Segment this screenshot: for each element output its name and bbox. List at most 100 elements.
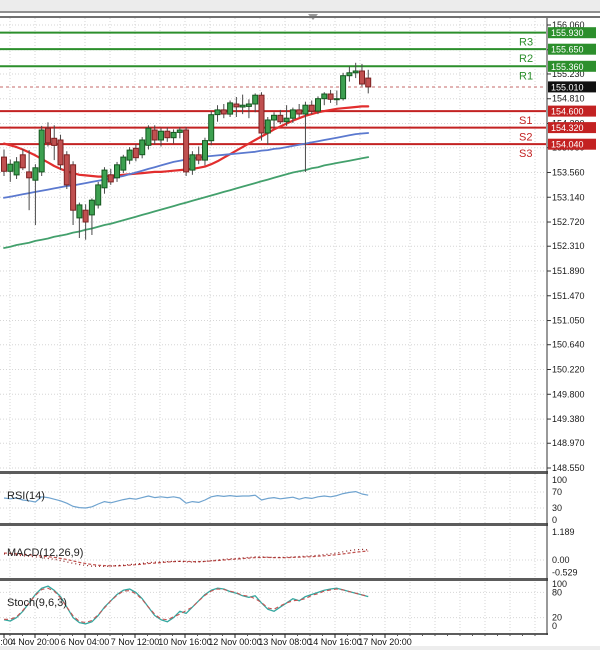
price-badge-current-text: 155.010 [551, 82, 584, 92]
candle [302, 101, 309, 172]
price-badge-current [548, 81, 596, 93]
candle-body-bull [145, 127, 152, 146]
panel-separator [0, 633, 600, 635]
candle [164, 127, 171, 142]
macd-indicator-label: MACD(12,26,9) [7, 547, 84, 559]
candle [277, 109, 284, 125]
time-axis-label: 13 Nov 08:00 [258, 637, 312, 647]
price-badge-r3-text: 155.930 [551, 28, 584, 38]
pivot-label-r1: R1 [519, 70, 533, 82]
price-badge-r1 [548, 60, 596, 72]
candle-body-bull [158, 130, 164, 141]
candle-body-bull [352, 70, 359, 74]
rsi-indicator-label: RSI(14) [7, 490, 45, 502]
stoch-indicator-label: Stoch(9,6,3) [7, 597, 67, 609]
candle-body-bull [126, 149, 133, 161]
price-badge-r1-text: 155.360 [551, 62, 584, 72]
macd-scale-label: 0.00 [552, 555, 570, 565]
candle [308, 100, 315, 115]
panel-separator [0, 523, 600, 526]
candle [352, 62, 359, 79]
candle-body-bear [327, 93, 334, 100]
candle [170, 129, 177, 144]
candle [289, 107, 296, 123]
candle-body-bear [258, 94, 265, 134]
candle [132, 144, 139, 162]
price-tick-label: 148.550 [552, 463, 585, 473]
price-badge-s3 [548, 138, 596, 150]
candle-body-bull [32, 167, 39, 181]
stoch-scale-label: 80 [552, 587, 562, 597]
candle [139, 137, 146, 159]
time-axis-label: 7 Nov 12:00 [111, 637, 160, 647]
candle [19, 148, 26, 171]
window-top-strip [0, 0, 600, 13]
candle [359, 63, 365, 87]
candle [145, 125, 152, 150]
candle [101, 167, 108, 194]
candle-body-bull [176, 129, 183, 133]
candle [7, 159, 14, 182]
pivot-label-r3: R3 [519, 37, 533, 49]
candle [82, 204, 89, 240]
macd-main-line [3, 548, 369, 567]
candle [208, 111, 215, 146]
stoch-scale-label: 20 [552, 613, 562, 623]
rsi-scale-label: 0 [552, 515, 557, 525]
candle-body-bull [227, 102, 234, 115]
candle-body-bull [321, 93, 328, 100]
chart-top-border [0, 16, 600, 18]
candle [333, 90, 340, 106]
candle-body-bear [296, 109, 303, 115]
pivot-label-s3: S3 [519, 148, 532, 160]
candle [183, 127, 190, 176]
candle-body-bear [63, 154, 70, 186]
candle [327, 89, 334, 103]
candle-body-bull [7, 163, 14, 172]
candle-body-bear [82, 209, 89, 223]
candle [271, 112, 277, 129]
candle-body-bull [101, 169, 108, 189]
candle [189, 151, 196, 175]
price-tick-label: 154.810 [552, 94, 585, 104]
candle [38, 125, 45, 176]
candle-body-bull [38, 129, 45, 173]
candle-body-bear [1, 156, 7, 172]
pivot-label-r2: R2 [519, 53, 533, 65]
time-axis[interactable]: 2:004 Nov 20:006 Nov 04:007 Nov 12:0010 … [0, 634, 536, 647]
candle [258, 92, 265, 141]
candle-body-bear [233, 103, 240, 108]
candle [70, 161, 77, 225]
rsi-line [3, 491, 369, 509]
candle [340, 72, 347, 101]
candle [107, 168, 114, 185]
candle [214, 105, 221, 122]
candle [151, 125, 158, 145]
stoch-scale-label: 0 [552, 621, 557, 631]
price-tick-label: 152.310 [552, 241, 585, 251]
candle [202, 137, 208, 166]
price-axis[interactable]: 156.060155.640155.230154.810154.390153.9… [547, 18, 600, 635]
candle-body-bear [183, 129, 190, 173]
candle-body-bull [95, 184, 102, 206]
candle-body-bull [340, 75, 347, 100]
candle [365, 69, 372, 94]
macd-signal-line [3, 550, 369, 567]
panel-separator [0, 471, 600, 474]
candle-body-bear [151, 129, 158, 141]
price-tick-label: 151.890 [552, 266, 585, 276]
candle-body-bear [365, 77, 372, 88]
candle [321, 92, 328, 106]
candle-body-bear [70, 164, 77, 211]
price-axis-bg [548, 18, 600, 635]
candle [239, 94, 246, 115]
candle [233, 97, 240, 117]
candle-body-bull [189, 154, 196, 171]
pivot-label-s1: S1 [519, 115, 532, 127]
candle [220, 104, 227, 119]
price-tick-label: 149.380 [552, 414, 585, 424]
candle [120, 154, 127, 174]
price-badge-s3-text: 154.040 [551, 140, 584, 150]
price-tick-label: 153.560 [552, 167, 585, 177]
